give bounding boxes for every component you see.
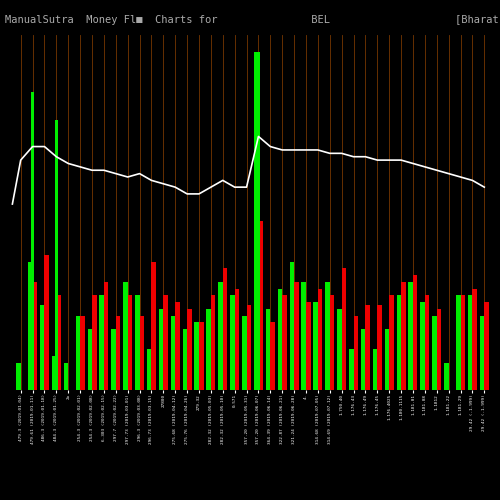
Bar [373, 350, 378, 390]
Bar [230, 296, 234, 390]
Bar [258, 221, 263, 390]
Bar [147, 350, 152, 390]
Bar [218, 282, 223, 390]
Bar [408, 282, 413, 390]
Bar [480, 316, 484, 390]
Bar [456, 296, 460, 390]
Bar [88, 329, 92, 390]
Bar [282, 296, 286, 390]
Bar [294, 282, 298, 390]
Bar [52, 356, 56, 390]
Bar [194, 322, 199, 390]
Bar [44, 255, 49, 390]
Bar [384, 329, 389, 390]
Bar [396, 296, 401, 390]
Bar [425, 296, 430, 390]
Text: ManualSutra  Money Fl■  Charts for               BEL                    [Bharat : ManualSutra Money Fl■ Charts for BEL [Bh… [5, 15, 500, 25]
Bar [468, 296, 472, 390]
Bar [116, 316, 120, 390]
Bar [112, 329, 116, 390]
Bar [413, 275, 418, 390]
Bar [92, 296, 96, 390]
Bar [32, 282, 37, 390]
Bar [306, 302, 310, 390]
Bar [199, 322, 203, 390]
Bar [100, 296, 104, 390]
Bar [484, 302, 489, 390]
Bar [342, 268, 346, 390]
Bar [16, 363, 20, 390]
Bar [76, 316, 80, 390]
Bar [187, 309, 192, 390]
Bar [164, 296, 168, 390]
Bar [64, 363, 68, 390]
Bar [182, 329, 187, 390]
Bar [330, 296, 334, 390]
Bar [135, 296, 140, 390]
Bar [246, 306, 251, 390]
Bar [206, 309, 211, 390]
Bar [314, 302, 318, 390]
Bar [378, 306, 382, 390]
Bar [361, 329, 366, 390]
Bar [366, 306, 370, 390]
Bar [278, 288, 282, 390]
Bar [80, 316, 84, 390]
Bar [270, 322, 275, 390]
Bar [437, 309, 442, 390]
Bar [152, 262, 156, 390]
Bar [223, 268, 228, 390]
Bar [159, 309, 164, 390]
Bar [257, 52, 260, 390]
Bar [234, 288, 239, 390]
Bar [290, 262, 294, 390]
Bar [140, 316, 144, 390]
Bar [56, 296, 61, 390]
Bar [32, 92, 34, 390]
Bar [128, 296, 132, 390]
Bar [211, 296, 216, 390]
Bar [389, 296, 394, 390]
Bar [349, 350, 354, 390]
Bar [28, 262, 32, 390]
Bar [104, 282, 108, 390]
Bar [302, 282, 306, 390]
Bar [325, 282, 330, 390]
Bar [444, 363, 448, 390]
Bar [175, 302, 180, 390]
Bar [420, 302, 425, 390]
Bar [318, 288, 322, 390]
Bar [354, 316, 358, 390]
Bar [242, 316, 246, 390]
Bar [266, 309, 270, 390]
Bar [401, 282, 406, 390]
Bar [40, 306, 44, 390]
Bar [123, 282, 128, 390]
Bar [337, 309, 342, 390]
Bar [460, 296, 465, 390]
Bar [432, 316, 437, 390]
Bar [55, 120, 58, 390]
Bar [254, 52, 258, 390]
Bar [472, 288, 477, 390]
Bar [170, 316, 175, 390]
